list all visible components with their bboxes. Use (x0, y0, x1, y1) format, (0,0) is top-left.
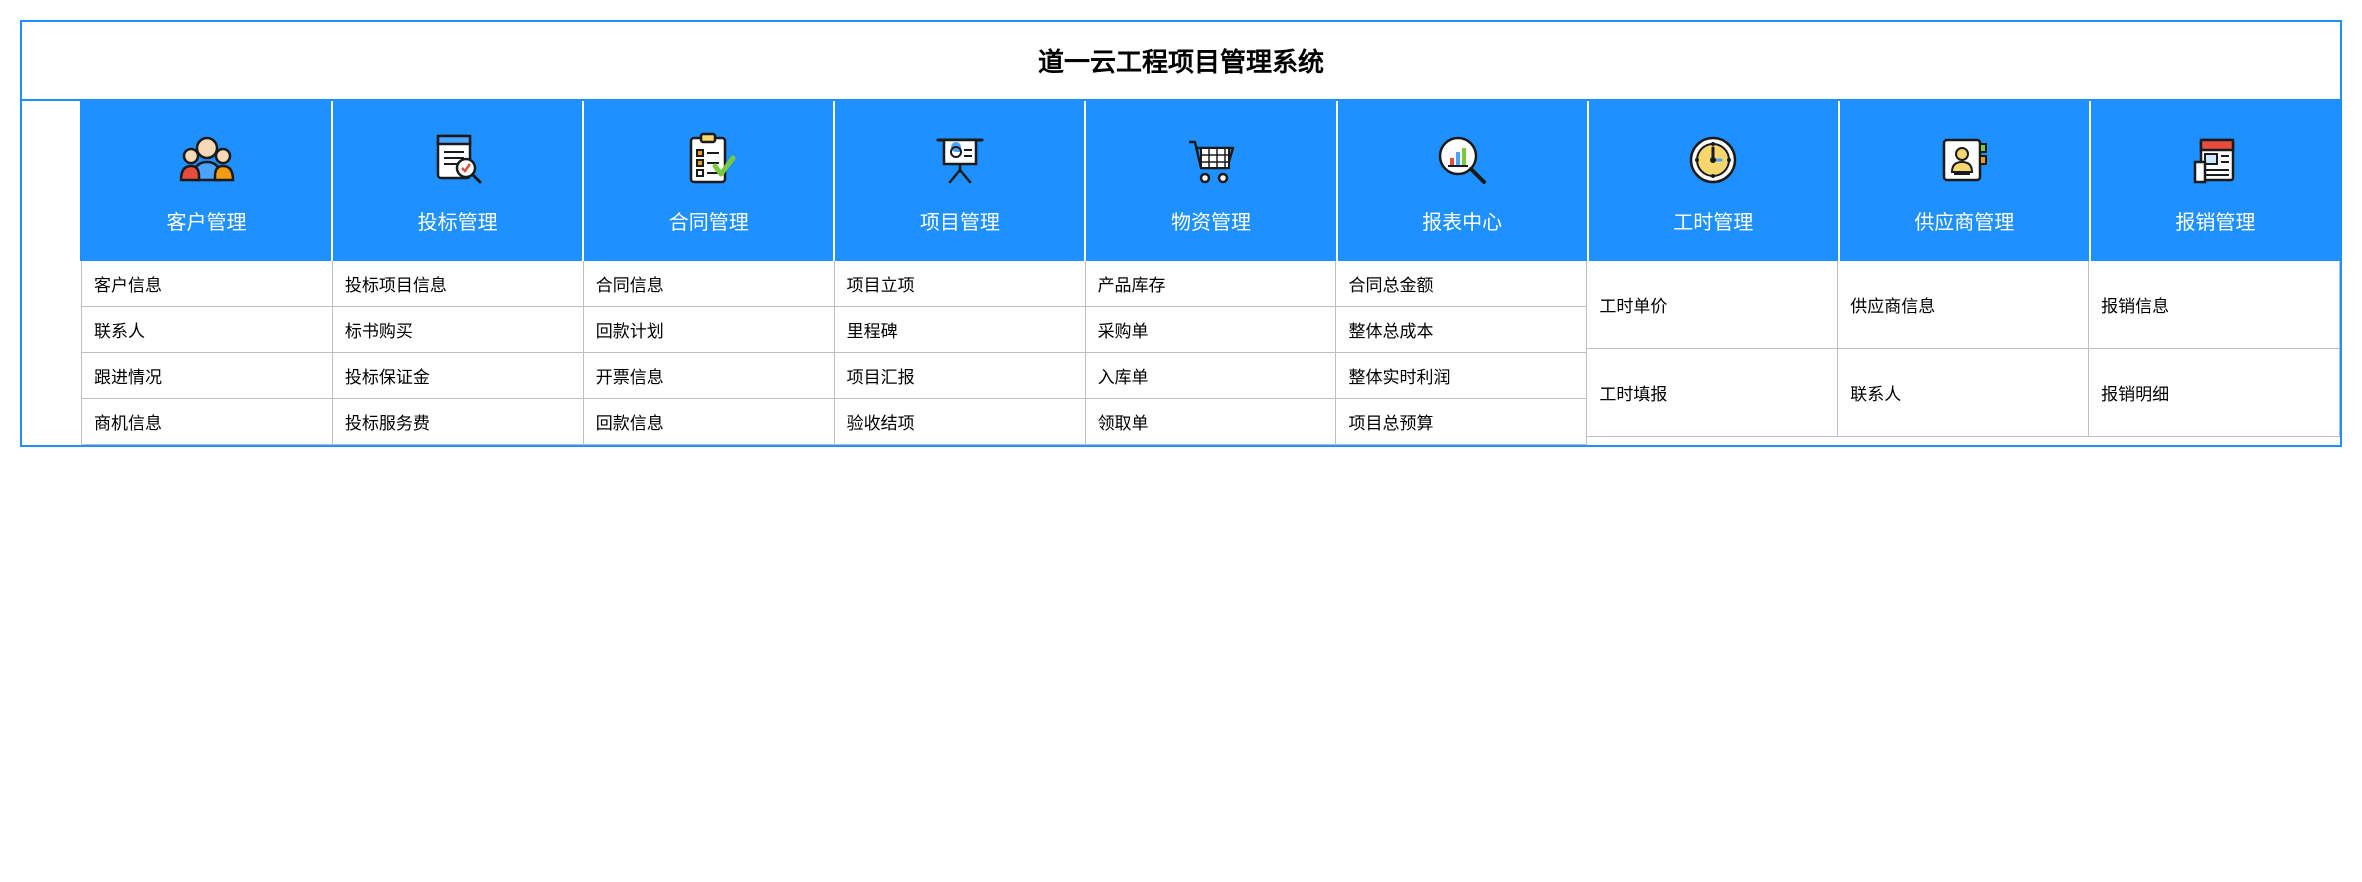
presentation-icon (928, 128, 992, 192)
module-body-row: 客户信息联系人跟进情况商机信息投标项目信息标书购买投标保证金投标服务费合同信息回… (22, 261, 2340, 445)
module-item[interactable]: 报销信息 (2089, 261, 2340, 349)
module-header[interactable]: 报销管理 (2091, 101, 2340, 261)
module-header[interactable]: 投标管理 (333, 101, 582, 261)
module-body-project: 项目立项里程碑项目汇报验收结项 (835, 261, 1086, 445)
module-item[interactable]: 联系人 (82, 307, 333, 353)
module-header[interactable]: 供应商管理 (1840, 101, 2089, 261)
module-header[interactable]: 项目管理 (835, 101, 1084, 261)
module-item[interactable]: 工时填报 (1587, 349, 1838, 437)
module-item[interactable]: 项目立项 (835, 261, 1086, 307)
module-head-contract: 合同管理 (584, 101, 835, 261)
module-item[interactable]: 联系人 (1838, 349, 2089, 437)
module-body-material: 产品库存采购单入库单领取单 (1086, 261, 1337, 445)
module-body-customer: 客户信息联系人跟进情况商机信息 (82, 261, 333, 445)
contact-card-icon (1932, 128, 1996, 192)
module-head-expense: 报销管理 (2091, 101, 2340, 261)
module-header[interactable]: 报表中心 (1338, 101, 1587, 261)
module-item[interactable]: 客户信息 (82, 261, 333, 307)
module-item[interactable]: 整体实时利润 (1336, 353, 1587, 399)
module-body-expense: 报销信息报销明细 (2089, 261, 2340, 445)
module-item[interactable]: 整体总成本 (1336, 307, 1587, 353)
module-item[interactable]: 采购单 (1086, 307, 1337, 353)
module-item[interactable]: 入库单 (1086, 353, 1337, 399)
people-icon (175, 128, 239, 192)
receipt-icon (2183, 128, 2247, 192)
module-header[interactable]: 合同管理 (584, 101, 833, 261)
module-head-bidding: 投标管理 (333, 101, 584, 261)
module-item[interactable]: 产品库存 (1086, 261, 1337, 307)
module-label: 工时管理 (1673, 206, 1753, 235)
module-label: 客户管理 (167, 206, 247, 235)
clock-icon (1681, 128, 1745, 192)
module-item[interactable]: 工时单价 (1587, 261, 1838, 349)
module-item[interactable]: 里程碑 (835, 307, 1086, 353)
module-label: 项目管理 (920, 206, 1000, 235)
system-module-table: 道一云工程项目管理系统 客户管理 投标管理 合同管理 项目管理 物资管理 报表中心 工时管理… (20, 20, 2342, 447)
module-item[interactable]: 项目总预算 (1336, 399, 1587, 445)
document-search-icon (426, 128, 490, 192)
module-item[interactable]: 领取单 (1086, 399, 1337, 445)
module-item[interactable]: 供应商信息 (1838, 261, 2089, 349)
module-head-customer: 客户管理 (82, 101, 333, 261)
module-label: 合同管理 (669, 206, 749, 235)
module-body-report: 合同总金额整体总成本整体实时利润项目总预算 (1336, 261, 1587, 445)
module-item[interactable]: 投标服务费 (333, 399, 584, 445)
module-label: 报销管理 (2175, 206, 2255, 235)
module-item[interactable]: 合同总金额 (1336, 261, 1587, 307)
module-item[interactable]: 项目汇报 (835, 353, 1086, 399)
module-label: 供应商管理 (1914, 206, 2014, 235)
module-header-row: 客户管理 投标管理 合同管理 项目管理 物资管理 报表中心 工时管理 供应商管理 报销管理 (22, 101, 2340, 261)
module-body-bidding: 投标项目信息标书购买投标保证金投标服务费 (333, 261, 584, 445)
module-item[interactable]: 跟进情况 (82, 353, 333, 399)
module-head-project: 项目管理 (835, 101, 1086, 261)
module-item[interactable]: 标书购买 (333, 307, 584, 353)
chart-search-icon (1430, 128, 1494, 192)
module-body-timesheet: 工时单价工时填报 (1587, 261, 1838, 445)
module-item[interactable]: 开票信息 (584, 353, 835, 399)
module-label: 投标管理 (418, 206, 498, 235)
module-header[interactable]: 客户管理 (82, 101, 331, 261)
module-head-report: 报表中心 (1338, 101, 1589, 261)
module-head-material: 物资管理 (1086, 101, 1337, 261)
module-item[interactable]: 回款信息 (584, 399, 835, 445)
module-item[interactable]: 验收结项 (835, 399, 1086, 445)
module-body-contract: 合同信息回款计划开票信息回款信息 (584, 261, 835, 445)
module-item[interactable]: 报销明细 (2089, 349, 2340, 437)
body-spacer (22, 261, 82, 445)
module-item[interactable]: 合同信息 (584, 261, 835, 307)
module-header[interactable]: 物资管理 (1086, 101, 1335, 261)
module-item[interactable]: 商机信息 (82, 399, 333, 445)
module-head-supplier: 供应商管理 (1840, 101, 2091, 261)
module-item[interactable]: 投标保证金 (333, 353, 584, 399)
header-spacer (22, 101, 82, 261)
cart-icon (1179, 128, 1243, 192)
module-label: 报表中心 (1422, 206, 1502, 235)
module-body-supplier: 供应商信息联系人 (1838, 261, 2089, 445)
module-item[interactable]: 回款计划 (584, 307, 835, 353)
module-label: 物资管理 (1171, 206, 1251, 235)
module-item[interactable]: 投标项目信息 (333, 261, 584, 307)
checklist-icon (677, 128, 741, 192)
page-title: 道一云工程项目管理系统 (22, 22, 2340, 101)
module-header[interactable]: 工时管理 (1589, 101, 1838, 261)
module-head-timesheet: 工时管理 (1589, 101, 1840, 261)
